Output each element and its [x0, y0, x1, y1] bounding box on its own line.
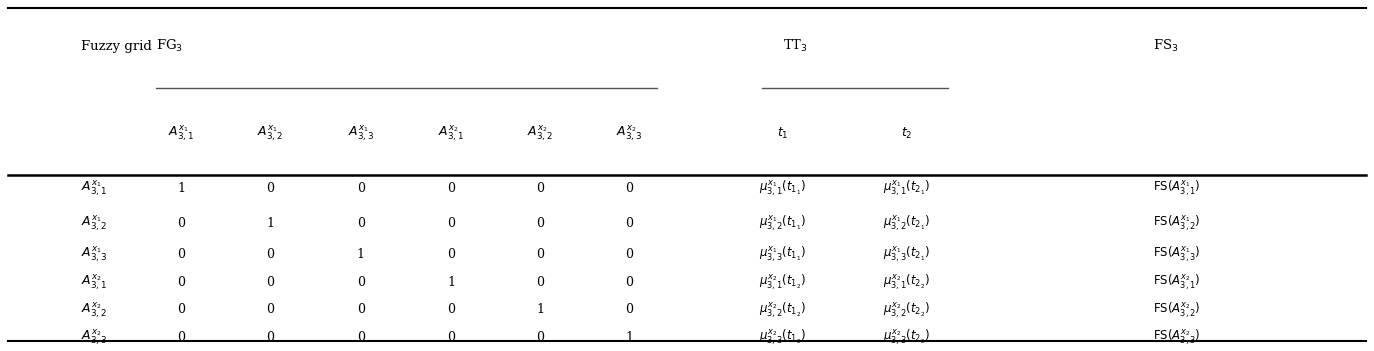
Text: $\mu_{3,1}^{x_2}(t_{1_2})$: $\mu_{3,1}^{x_2}(t_{1_2})$ [760, 272, 807, 292]
Text: Fuzzy grid: Fuzzy grid [81, 40, 151, 53]
Text: 1: 1 [177, 182, 185, 195]
Text: 0: 0 [357, 331, 364, 344]
Text: $\mu_{3,1}^{x_1}(t_{1_1})$: $\mu_{3,1}^{x_1}(t_{1_1})$ [760, 179, 807, 198]
Text: $A_{3,3}^{x_1}$: $A_{3,3}^{x_1}$ [81, 244, 107, 264]
Text: $\mu_{3,1}^{x_2}(t_{2_2})$: $\mu_{3,1}^{x_2}(t_{2_2})$ [883, 272, 930, 292]
Text: $\mu_{3,3}^{x_1}(t_{2_1})$: $\mu_{3,3}^{x_1}(t_{2_1})$ [883, 245, 930, 264]
Text: 0: 0 [177, 303, 185, 316]
Text: $\mu_{3,2}^{x_1}(t_{1_1})$: $\mu_{3,2}^{x_1}(t_{1_1})$ [760, 213, 807, 233]
Text: $A_{3,3}^{x_1}$: $A_{3,3}^{x_1}$ [348, 123, 374, 143]
Text: $A_{3,2}^{x_2}$: $A_{3,2}^{x_2}$ [81, 300, 107, 320]
Text: $\mathrm{FS}(A_{3,1}^{x_2})$: $\mathrm{FS}(A_{3,1}^{x_2})$ [1153, 272, 1201, 292]
Text: 0: 0 [447, 331, 455, 344]
Text: 0: 0 [177, 276, 185, 289]
Text: 0: 0 [625, 182, 633, 195]
Text: $\mathrm{FS}(A_{3,2}^{x_1})$: $\mathrm{FS}(A_{3,2}^{x_1})$ [1153, 213, 1201, 233]
Text: $A_{3,1}^{x_1}$: $A_{3,1}^{x_1}$ [168, 123, 194, 143]
Text: $\mathrm{FS}(A_{3,3}^{x_2})$: $\mathrm{FS}(A_{3,3}^{x_2})$ [1153, 327, 1201, 347]
Text: 0: 0 [357, 276, 364, 289]
Text: 0: 0 [177, 248, 185, 261]
Text: 0: 0 [536, 331, 544, 344]
Text: 0: 0 [267, 276, 275, 289]
Text: $\mu_{3,3}^{x_2}(t_{1_2})$: $\mu_{3,3}^{x_2}(t_{1_2})$ [760, 327, 807, 347]
Text: 0: 0 [357, 303, 364, 316]
Text: FS$_3$: FS$_3$ [1153, 38, 1179, 54]
Text: 0: 0 [536, 248, 544, 261]
Text: $\mu_{3,2}^{x_2}(t_{1_2})$: $\mu_{3,2}^{x_2}(t_{1_2})$ [760, 300, 807, 319]
Text: $A_{3,3}^{x_2}$: $A_{3,3}^{x_2}$ [81, 327, 107, 347]
Text: 1: 1 [357, 248, 364, 261]
Text: $A_{3,3}^{x_2}$: $A_{3,3}^{x_2}$ [617, 123, 643, 143]
Text: 1: 1 [447, 276, 455, 289]
Text: $t_2$: $t_2$ [900, 126, 912, 141]
Text: $A_{3,2}^{x_1}$: $A_{3,2}^{x_1}$ [257, 123, 283, 143]
Text: $A_{3,2}^{x_2}$: $A_{3,2}^{x_2}$ [528, 123, 554, 143]
Text: 0: 0 [267, 182, 275, 195]
Text: TT$_3$: TT$_3$ [783, 38, 808, 54]
Text: $\mathrm{FS}(A_{3,2}^{x_2})$: $\mathrm{FS}(A_{3,2}^{x_2})$ [1153, 300, 1201, 319]
Text: $\mathrm{FS}(A_{3,1}^{x_1})$: $\mathrm{FS}(A_{3,1}^{x_1})$ [1153, 179, 1201, 198]
Text: 1: 1 [625, 331, 633, 344]
Text: 0: 0 [177, 217, 185, 230]
Text: 0: 0 [536, 276, 544, 289]
Text: 0: 0 [447, 303, 455, 316]
Text: 0: 0 [625, 276, 633, 289]
Text: $\mu_{3,3}^{x_1}(t_{1_1})$: $\mu_{3,3}^{x_1}(t_{1_1})$ [760, 245, 807, 264]
Text: $A_{3,1}^{x_1}$: $A_{3,1}^{x_1}$ [81, 179, 107, 198]
Text: $t_1$: $t_1$ [778, 126, 789, 141]
Text: 0: 0 [267, 303, 275, 316]
Text: $\mathrm{FS}(A_{3,3}^{x_1})$: $\mathrm{FS}(A_{3,3}^{x_1})$ [1153, 245, 1201, 264]
Text: 0: 0 [536, 217, 544, 230]
Text: $\mu_{3,2}^{x_1}(t_{2_1})$: $\mu_{3,2}^{x_1}(t_{2_1})$ [883, 213, 930, 233]
Text: 1: 1 [536, 303, 544, 316]
Text: 0: 0 [536, 182, 544, 195]
Text: FG$_3$: FG$_3$ [157, 38, 183, 54]
Text: 0: 0 [267, 331, 275, 344]
Text: 0: 0 [447, 248, 455, 261]
Text: $\mu_{3,1}^{x_1}(t_{2_1})$: $\mu_{3,1}^{x_1}(t_{2_1})$ [883, 179, 930, 198]
Text: 0: 0 [357, 182, 364, 195]
Text: $A_{3,1}^{x_2}$: $A_{3,1}^{x_2}$ [438, 123, 464, 143]
Text: 0: 0 [447, 217, 455, 230]
Text: 0: 0 [357, 217, 364, 230]
Text: 0: 0 [625, 217, 633, 230]
Text: $\mu_{3,2}^{x_2}(t_{2_2})$: $\mu_{3,2}^{x_2}(t_{2_2})$ [883, 300, 930, 319]
Text: 0: 0 [267, 248, 275, 261]
Text: 0: 0 [625, 303, 633, 316]
Text: 1: 1 [267, 217, 275, 230]
Text: 0: 0 [177, 331, 185, 344]
Text: $\mu_{3,3}^{x_2}(t_{2_2})$: $\mu_{3,3}^{x_2}(t_{2_2})$ [883, 327, 930, 347]
Text: $A_{3,2}^{x_1}$: $A_{3,2}^{x_1}$ [81, 213, 107, 233]
Text: $A_{3,1}^{x_2}$: $A_{3,1}^{x_2}$ [81, 272, 107, 292]
Text: 0: 0 [625, 248, 633, 261]
Text: 0: 0 [447, 182, 455, 195]
